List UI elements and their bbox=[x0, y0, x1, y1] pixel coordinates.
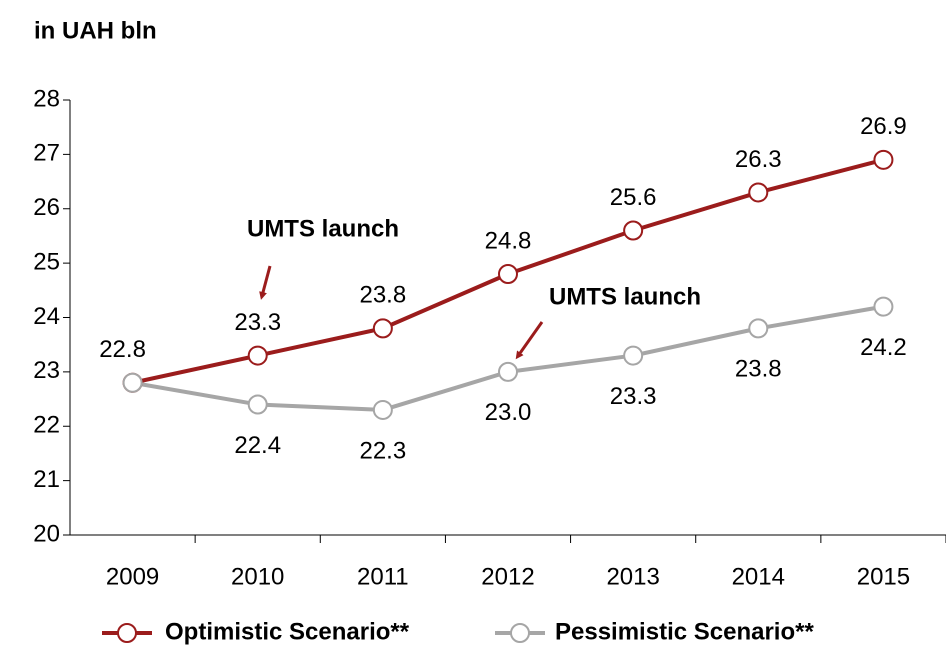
point bbox=[498, 264, 518, 284]
x-tick-label: 2013 bbox=[606, 563, 659, 590]
x-tick-label: 2015 bbox=[857, 563, 910, 590]
data-label: 23.8 bbox=[735, 356, 782, 383]
x-tick-label: 2014 bbox=[732, 563, 785, 590]
annotation-arrow bbox=[515, 321, 544, 360]
data-label: 26.9 bbox=[860, 113, 907, 140]
chart-title: in UAH bln bbox=[34, 17, 157, 44]
point bbox=[247, 345, 268, 366]
data-label: 22.8 bbox=[99, 336, 146, 363]
data-label: 22.3 bbox=[359, 437, 406, 464]
data-label: 23.3 bbox=[234, 309, 281, 336]
point bbox=[873, 149, 894, 170]
x-tick-label: 2010 bbox=[231, 563, 284, 590]
point bbox=[122, 372, 143, 393]
y-tick-label: 22 bbox=[33, 412, 60, 439]
point bbox=[748, 182, 769, 203]
annotation-arrow bbox=[259, 265, 272, 300]
y-tick-label: 21 bbox=[33, 466, 60, 493]
data-label: 26.3 bbox=[735, 146, 782, 173]
data-label: 24.8 bbox=[485, 227, 532, 254]
legend-label: Optimistic Scenario** bbox=[165, 618, 410, 645]
y-tick-label: 26 bbox=[33, 194, 60, 221]
legend-marker bbox=[117, 623, 137, 643]
y-tick-label: 27 bbox=[33, 140, 60, 167]
point bbox=[372, 318, 393, 339]
data-label: 24.2 bbox=[860, 334, 907, 361]
point bbox=[247, 394, 268, 415]
point bbox=[498, 361, 518, 382]
x-tick-label: 2011 bbox=[357, 563, 409, 590]
data-label: 25.6 bbox=[610, 184, 657, 211]
y-tick-label: 28 bbox=[33, 85, 60, 112]
y-tick-label: 24 bbox=[33, 303, 60, 330]
x-tick-label: 2012 bbox=[481, 563, 534, 590]
data-label: 22.4 bbox=[234, 432, 281, 459]
point bbox=[748, 318, 769, 339]
y-tick-label: 25 bbox=[33, 248, 60, 275]
point bbox=[873, 296, 894, 317]
legend-label: Pessimistic Scenario** bbox=[555, 618, 814, 645]
y-tick-label: 20 bbox=[33, 520, 60, 547]
annotation: UMTS launch bbox=[549, 283, 701, 310]
point bbox=[623, 220, 644, 241]
point bbox=[372, 399, 393, 420]
annotation: UMTS launch bbox=[247, 215, 399, 242]
data-label: 23.8 bbox=[359, 282, 406, 309]
x-tick-label: 2009 bbox=[106, 563, 159, 590]
data-label: 23.3 bbox=[610, 383, 657, 410]
data-label: 23.0 bbox=[485, 399, 532, 426]
point bbox=[623, 345, 644, 366]
y-tick-label: 23 bbox=[33, 357, 60, 384]
legend-marker bbox=[510, 623, 530, 643]
